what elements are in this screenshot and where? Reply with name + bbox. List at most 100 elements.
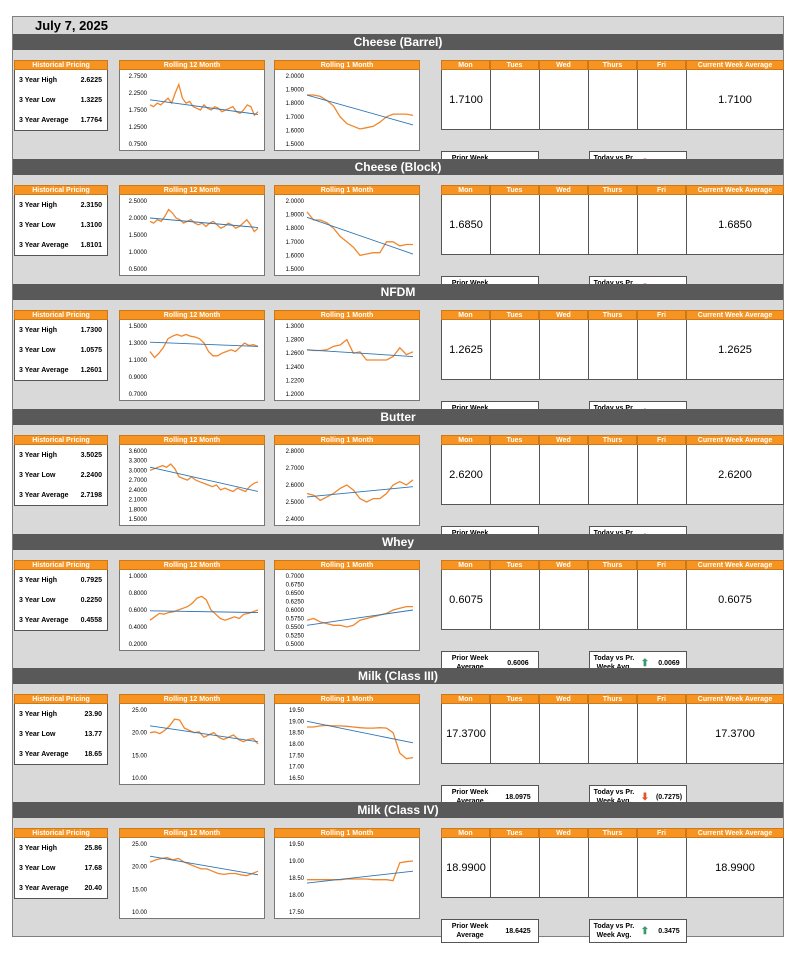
three-year-average-row: 3 Year Average 1.2601 xyxy=(15,360,107,380)
three-year-average-label: 3 Year Average xyxy=(19,241,69,249)
rolling-12-month-chart-plot: 1.0000 0.8000 0.6000 0.4000 0.2000 xyxy=(119,570,265,651)
rolling-1-month-chart: Rolling 1 Month 2.0000 1.9000 1.8000 1.7000 1… xyxy=(274,185,420,276)
price-series-line xyxy=(307,860,414,882)
historical-pricing-header: Historical Pricing xyxy=(14,60,108,70)
y-tick-label: 1.1000 xyxy=(129,358,148,364)
price-series-line xyxy=(149,208,259,233)
y-tick-label: 2.4000 xyxy=(129,488,148,494)
three-year-average-label: 3 Year Average xyxy=(19,491,69,499)
rolling-1-month-chart-svg: 1.3000 1.2800 1.2600 1.2400 1.2200 1.2000 xyxy=(286,324,414,398)
y-tick-label: 2.1000 xyxy=(129,498,148,504)
trend-line xyxy=(149,725,259,743)
y-tick-label: 0.4000 xyxy=(129,625,148,631)
three-year-high-row: 3 Year High 25.86 xyxy=(15,838,107,858)
weekday-header-wed: Wed xyxy=(539,435,588,445)
three-year-average-row: 3 Year Average 1.8101 xyxy=(15,235,107,255)
rolling-12-month-chart: Rolling 12 Month 2.5000 2.0000 1.5000 1.0000… xyxy=(119,185,265,276)
three-year-high-label: 3 Year High xyxy=(19,451,58,459)
y-tick-label: 0.8000 xyxy=(129,591,148,597)
three-year-low-value: 0.2250 xyxy=(80,596,102,604)
three-year-high-row: 3 Year High 2.6225 xyxy=(15,70,107,90)
y-tick-label: 10.00 xyxy=(132,910,148,916)
today-vs-prior-label: Today vs Pr.Week Avg. xyxy=(590,788,638,806)
rolling-1-month-chart-svg: 19.50 19.00 18.50 18.00 17.50 17.00 16.50 xyxy=(289,708,414,782)
weekday-price-row: 17.3700 17.3700 xyxy=(441,704,784,764)
y-tick-label: 10.00 xyxy=(132,776,148,782)
weekday-price-row: 0.6075 0.6075 xyxy=(441,570,784,630)
rolling-1-month-chart-title: Rolling 1 Month xyxy=(274,560,420,570)
fri-price-cell xyxy=(638,445,687,504)
weekday-header-fri: Fri xyxy=(637,560,686,570)
price-series-line xyxy=(307,724,414,760)
rolling-12-month-chart-svg: 25.00 20.00 15.00 10.00 xyxy=(132,842,259,916)
rolling-1-month-chart-title: Rolling 1 Month xyxy=(274,310,420,320)
historical-pricing-box: 3 Year High 1.7300 3 Year Low 1.0575 3 Year … xyxy=(14,320,108,381)
section-title: Whey xyxy=(13,534,783,550)
tues-price-cell xyxy=(491,320,540,379)
y-tick-label: 1.2600 xyxy=(286,351,305,357)
tues-price-cell xyxy=(491,70,540,129)
current-week-average-header: Current Week Average xyxy=(686,828,784,838)
y-tick-label: 2.5000 xyxy=(129,199,148,205)
weekday-header-fri: Fri xyxy=(637,310,686,320)
three-year-high-label: 3 Year High xyxy=(19,576,58,584)
rolling-1-month-chart-svg: 2.8000 2.7000 2.6000 2.5000 2.4000 xyxy=(286,449,414,523)
three-year-low-label: 3 Year Low xyxy=(19,221,56,229)
weekday-header-tues: Tues xyxy=(490,694,539,704)
y-tick-label: 1.7500 xyxy=(129,108,148,114)
historical-pricing-header: Historical Pricing xyxy=(14,310,108,320)
weekday-header-thurs: Thurs xyxy=(588,310,637,320)
y-tick-label: 0.5750 xyxy=(286,617,305,623)
today-vs-prior-label-line1: Today vs Pr. xyxy=(590,154,638,163)
tues-price-cell xyxy=(491,570,540,629)
prior-week-label-line1: Prior Week xyxy=(442,279,498,288)
price-series-line xyxy=(306,338,414,361)
weekday-header-thurs: Thurs xyxy=(588,560,637,570)
down-arrow-icon: ⬇ xyxy=(640,791,650,803)
weekday-header-row: Mon Tues Wed Thurs Fri Current Week Average xyxy=(441,694,784,704)
y-tick-label: 0.2000 xyxy=(129,642,148,648)
rolling-12-month-chart-svg: 1.5000 1.3000 1.1000 0.9000 0.7000 xyxy=(129,324,259,398)
three-year-high-row: 3 Year High 2.3150 xyxy=(15,195,107,215)
y-tick-label: 0.6750 xyxy=(286,583,305,589)
today-vs-prior-value: 0.3475 xyxy=(658,927,680,935)
weekday-price-row: 2.6200 2.6200 xyxy=(441,445,784,505)
rolling-1-month-chart-plot: 1.3000 1.2800 1.2600 1.2400 1.2200 1.2000 xyxy=(274,320,420,401)
rolling-1-month-chart: Rolling 1 Month 19.50 19.00 18.50 18.00 17.50… xyxy=(274,694,420,785)
three-year-high-value: 2.6225 xyxy=(80,76,102,84)
y-tick-label: 1.9000 xyxy=(286,88,305,94)
current-week-average-header: Current Week Average xyxy=(686,560,784,570)
three-year-high-row: 3 Year High 0.7925 xyxy=(15,570,107,590)
wed-price-cell xyxy=(540,195,589,254)
historical-pricing-header: Historical Pricing xyxy=(14,435,108,445)
y-tick-label: 1.6000 xyxy=(286,253,305,259)
y-tick-label: 1.5000 xyxy=(286,142,305,148)
three-year-low-label: 3 Year Low xyxy=(19,96,56,104)
y-tick-label: 0.6500 xyxy=(286,591,305,597)
y-tick-label: 1.2000 xyxy=(286,392,305,398)
three-year-average-value: 20.40 xyxy=(84,884,102,892)
rolling-12-month-chart-title: Rolling 12 Month xyxy=(119,828,265,838)
three-year-average-row: 3 Year Average 2.7198 xyxy=(15,485,107,505)
weekday-header-wed: Wed xyxy=(539,310,588,320)
rolling-1-month-chart: Rolling 1 Month 0.7000 0.6750 0.6500 0.6250 0… xyxy=(274,560,420,651)
three-year-average-value: 1.7764 xyxy=(80,116,102,124)
rolling-12-month-chart-svg: 3.6000 3.3000 3.0000 2.7000 2.4000 2.1000 1.80… xyxy=(129,449,259,523)
historical-pricing-box: 3 Year High 3.5025 3 Year Low 2.2400 3 Year … xyxy=(14,445,108,506)
trend-line xyxy=(306,609,414,626)
price-series-line xyxy=(306,605,413,628)
y-tick-label: 3.3000 xyxy=(129,459,148,465)
y-tick-label: 2.7500 xyxy=(129,74,148,80)
report-sheet: July 7, 2025 Cheese (Barrel) Historical P… xyxy=(12,16,784,943)
thurs-price-cell xyxy=(589,195,638,254)
rolling-12-month-chart-plot: 3.6000 3.3000 3.0000 2.7000 2.4000 2.1000 1.80… xyxy=(119,445,265,526)
y-tick-label: 25.00 xyxy=(132,708,148,714)
rolling-1-month-chart: Rolling 1 Month 19.50 19.00 18.50 18.00 17.50 xyxy=(274,828,420,919)
weekly-prices-panel: Mon Tues Wed Thurs Fri Current Week Average 18… xyxy=(441,828,784,943)
three-year-high-value: 3.5025 xyxy=(80,451,102,459)
weekday-header-mon: Mon xyxy=(441,310,490,320)
fri-price-cell xyxy=(638,704,687,763)
today-vs-prior-label: Today vs Pr.Week Avg. xyxy=(590,922,638,940)
today-vs-prior-label-line1: Today vs Pr. xyxy=(590,404,638,413)
